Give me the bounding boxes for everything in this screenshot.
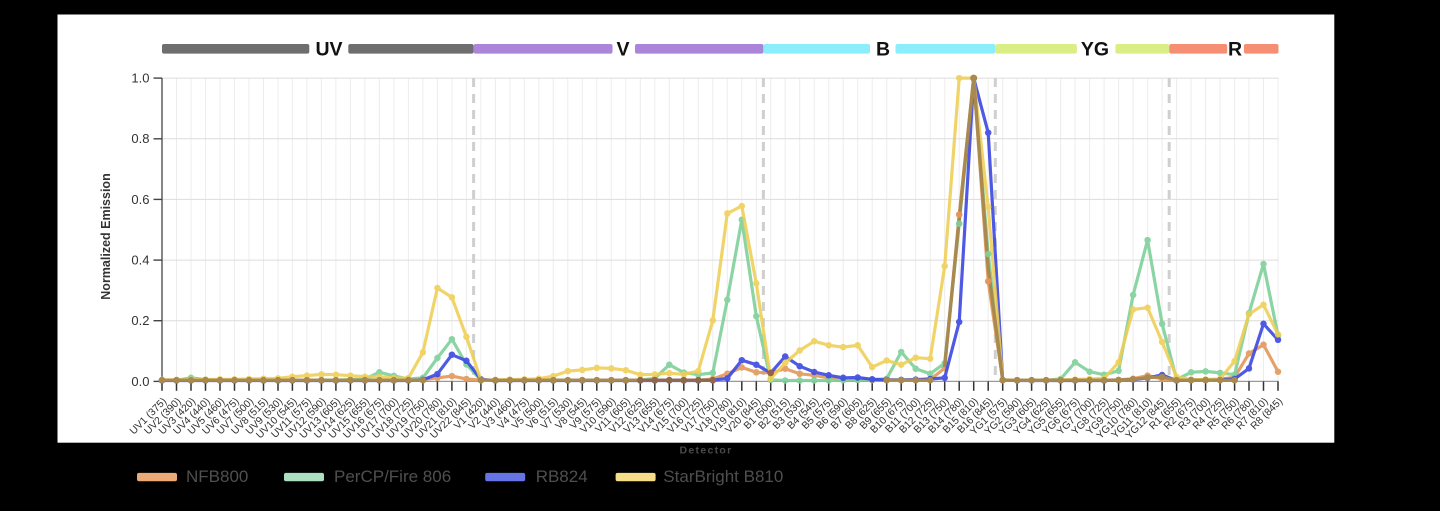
svg-text:Normalized Emission: Normalized Emission (99, 173, 113, 299)
svg-text:V: V (616, 39, 629, 61)
svg-text:UV: UV (315, 39, 342, 61)
svg-text:NFB800: NFB800 (186, 467, 248, 486)
svg-text:0.8: 0.8 (131, 131, 149, 146)
svg-text:0.6: 0.6 (131, 192, 149, 207)
svg-text:0.0: 0.0 (131, 374, 149, 389)
svg-text:YG: YG (1081, 39, 1109, 61)
svg-text:R: R (1228, 39, 1242, 61)
svg-text:StarBright B810: StarBright B810 (663, 467, 783, 486)
svg-text:0.4: 0.4 (131, 253, 149, 268)
svg-text:Detector: Detector (680, 445, 733, 457)
svg-text:1.0: 1.0 (131, 71, 149, 86)
svg-text:RB824: RB824 (536, 467, 588, 486)
svg-text:B: B (876, 39, 890, 61)
svg-text:PerCP/Fire 806: PerCP/Fire 806 (334, 467, 451, 486)
svg-text:0.2: 0.2 (131, 313, 149, 328)
